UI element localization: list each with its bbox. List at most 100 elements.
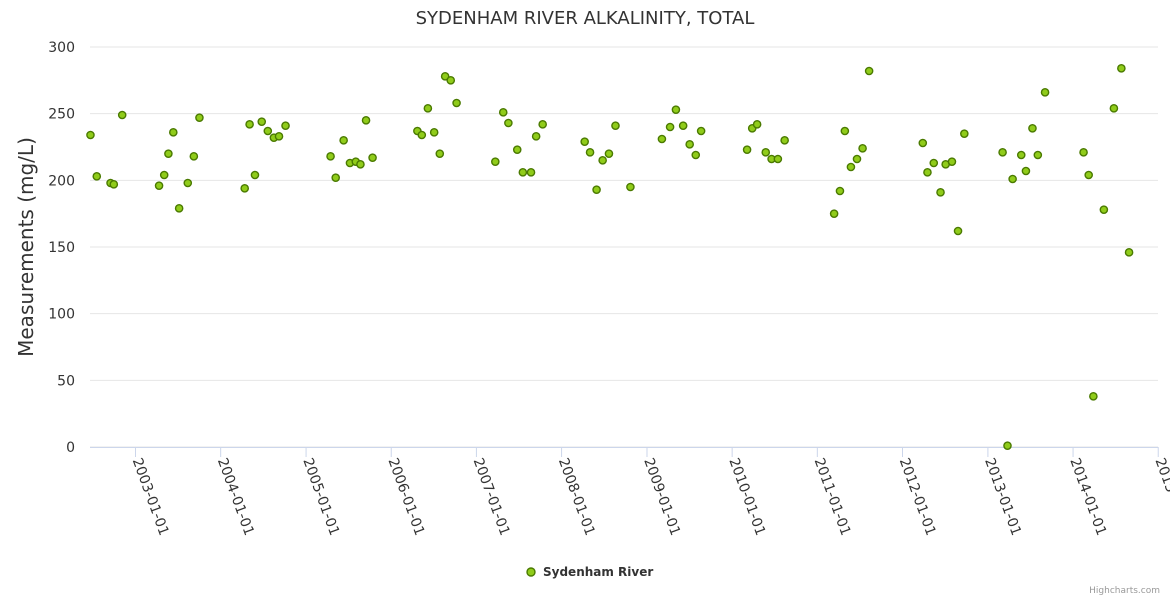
data-point[interactable]: [929, 158, 939, 168]
data-point[interactable]: [518, 168, 528, 177]
data-point[interactable]: [326, 152, 335, 161]
data-point[interactable]: [1021, 166, 1031, 176]
data-point[interactable]: [440, 72, 450, 81]
y-tick-label: 0: [66, 440, 75, 456]
data-point[interactable]: [1040, 88, 1050, 97]
data-point[interactable]: [678, 121, 688, 130]
data-point[interactable]: [498, 108, 508, 117]
data-point[interactable]: [169, 128, 178, 137]
data-point[interactable]: [685, 140, 694, 149]
data-point[interactable]: [858, 144, 867, 153]
data-point[interactable]: [1084, 170, 1093, 180]
data-point[interactable]: [257, 117, 267, 126]
data-point[interactable]: [1016, 150, 1026, 160]
data-point[interactable]: [538, 120, 547, 129]
data-point[interactable]: [1099, 205, 1109, 214]
data-point[interactable]: [417, 130, 427, 140]
data-point[interactable]: [526, 168, 536, 177]
data-point[interactable]: [423, 104, 433, 113]
data-point[interactable]: [840, 126, 850, 136]
data-point[interactable]: [657, 134, 667, 144]
data-point[interactable]: [1124, 248, 1134, 257]
data-point[interactable]: [189, 152, 199, 161]
data-point[interactable]: [918, 138, 928, 148]
data-point[interactable]: [691, 150, 701, 160]
data-point[interactable]: [240, 184, 250, 193]
data-point[interactable]: [368, 153, 377, 162]
data-point[interactable]: [1079, 148, 1088, 157]
data-point[interactable]: [1089, 392, 1098, 401]
data-point[interactable]: [947, 157, 957, 166]
data-point[interactable]: [274, 132, 284, 141]
data-point[interactable]: [531, 132, 541, 141]
data-point[interactable]: [1008, 174, 1017, 184]
data-point[interactable]: [435, 149, 445, 158]
data-point[interactable]: [109, 180, 119, 189]
y-tick-label: 100: [48, 307, 75, 323]
legend-item-label[interactable]: Sydenham River: [543, 565, 653, 579]
data-point[interactable]: [1109, 104, 1119, 113]
data-point[interactable]: [598, 156, 607, 165]
data-point[interactable]: [592, 185, 601, 194]
data-point[interactable]: [339, 136, 348, 145]
data-point[interactable]: [626, 182, 635, 192]
data-point[interactable]: [923, 168, 932, 177]
data-point[interactable]: [452, 98, 461, 108]
data-point[interactable]: [183, 178, 193, 188]
data-point[interactable]: [773, 154, 783, 164]
data-point[interactable]: [446, 76, 456, 85]
data-point[interactable]: [512, 145, 522, 154]
data-point[interactable]: [611, 121, 620, 130]
data-point[interactable]: [960, 129, 969, 138]
data-point[interactable]: [361, 116, 371, 125]
data-point[interactable]: [491, 157, 500, 166]
data-point[interactable]: [1028, 124, 1037, 133]
data-point[interactable]: [752, 120, 762, 129]
data-point[interactable]: [936, 188, 945, 197]
data-point[interactable]: [761, 148, 771, 157]
legend[interactable]: Sydenham River: [526, 565, 653, 579]
data-point[interactable]: [953, 226, 963, 236]
data-point[interactable]: [331, 173, 341, 182]
data-point[interactable]: [671, 105, 681, 114]
data-point[interactable]: [504, 118, 513, 128]
data-point[interactable]: [356, 160, 365, 169]
data-point[interactable]: [195, 113, 204, 122]
data-point[interactable]: [1033, 150, 1043, 160]
data-point[interactable]: [864, 66, 874, 76]
data-point[interactable]: [174, 204, 184, 213]
data-point[interactable]: [580, 137, 589, 146]
data-point[interactable]: [604, 149, 614, 158]
data-point[interactable]: [92, 172, 102, 181]
data-point[interactable]: [281, 121, 290, 130]
y-tick-label: 250: [48, 107, 75, 123]
data-point[interactable]: [696, 126, 706, 136]
data-point[interactable]: [154, 181, 164, 190]
data-point[interactable]: [164, 149, 173, 158]
chart-title: SYDENHAM RIVER ALKALINITY, TOTAL: [416, 8, 755, 29]
data-point[interactable]: [852, 154, 862, 164]
data-point[interactable]: [263, 126, 273, 136]
data-point[interactable]: [829, 209, 839, 218]
data-point[interactable]: [846, 162, 856, 172]
legend-symbol[interactable]: [526, 567, 536, 577]
data-point[interactable]: [159, 170, 169, 180]
data-point[interactable]: [585, 148, 595, 157]
data-point[interactable]: [245, 120, 254, 129]
series-sydenham-river[interactable]: [86, 64, 1134, 450]
credits[interactable]: Highcharts.com: [1089, 586, 1160, 596]
data-point[interactable]: [1003, 441, 1012, 450]
data-point[interactable]: [665, 122, 675, 132]
data-point[interactable]: [780, 136, 789, 145]
data-point[interactable]: [429, 128, 439, 137]
y-tick-label: 200: [48, 173, 75, 189]
data-point[interactable]: [998, 148, 1007, 157]
data-point[interactable]: [86, 130, 95, 140]
data-point[interactable]: [742, 145, 752, 154]
data-point[interactable]: [250, 170, 260, 180]
data-point[interactable]: [835, 186, 845, 196]
data-point[interactable]: [1117, 64, 1126, 73]
data-point[interactable]: [117, 110, 127, 120]
y-axis-ticks: 0 50 100 150 200 250 300: [48, 40, 75, 456]
